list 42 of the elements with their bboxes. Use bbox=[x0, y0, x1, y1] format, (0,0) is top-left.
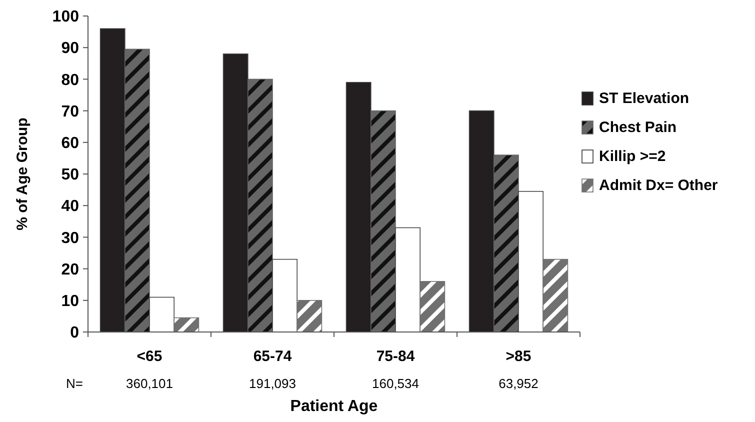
y-axis-title: % of Age Group bbox=[14, 118, 31, 230]
y-tick-label: 40 bbox=[61, 198, 80, 216]
x-tick-label: 75-84 bbox=[376, 348, 416, 365]
bar bbox=[149, 296, 174, 332]
text: 191,093 bbox=[249, 376, 296, 391]
bar bbox=[518, 190, 544, 332]
x-tick-label: <65 bbox=[136, 348, 162, 365]
text: Killip >=2 bbox=[599, 148, 666, 165]
text: N= bbox=[66, 376, 83, 391]
bar bbox=[346, 82, 372, 332]
bar bbox=[542, 258, 568, 332]
text: 360,101 bbox=[126, 376, 173, 391]
bar bbox=[420, 281, 446, 332]
bar bbox=[222, 54, 248, 332]
y-tick-label: 30 bbox=[61, 230, 80, 247]
x-tick-label: 65-74 bbox=[253, 348, 292, 365]
bar bbox=[370, 110, 396, 332]
legend-label: Chest Pain bbox=[599, 119, 677, 136]
bar bbox=[124, 48, 150, 332]
bar bbox=[468, 110, 494, 332]
y-tick-label: 100 bbox=[52, 8, 80, 26]
bar bbox=[272, 258, 298, 332]
bar bbox=[248, 78, 273, 332]
text: 63,952 bbox=[498, 376, 538, 391]
x-tick-label: >85 bbox=[506, 348, 532, 365]
y-tick-label: 90 bbox=[61, 40, 80, 58]
y-tick-label: 20 bbox=[61, 261, 80, 278]
x-axis-title: Patient Age bbox=[290, 398, 378, 415]
y-tick-label: 10 bbox=[61, 293, 80, 310]
legend-label: ST Elevation bbox=[599, 90, 690, 107]
y-tick-label: 50 bbox=[61, 166, 80, 184]
bar bbox=[296, 300, 322, 332]
bar bbox=[395, 227, 420, 332]
y-tick-label: 80 bbox=[61, 72, 80, 89]
y-tick-label: 0 bbox=[70, 324, 80, 342]
text: 160,534 bbox=[372, 376, 419, 391]
bar bbox=[494, 154, 519, 332]
legend-label: Admit Dx= Other bbox=[599, 177, 718, 194]
y-tick-label: 70 bbox=[61, 103, 80, 120]
y-tick-label: 60 bbox=[61, 135, 80, 152]
bar bbox=[174, 317, 200, 332]
bar bbox=[100, 28, 126, 332]
